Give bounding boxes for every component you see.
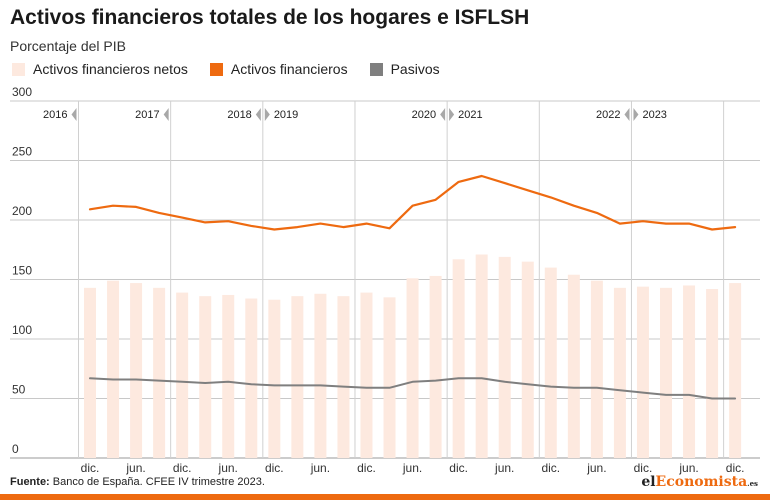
bar-net-assets [153, 287, 166, 458]
bar-net-assets [107, 280, 120, 458]
year-marker-label: 2018 [227, 109, 251, 121]
x-tick-label: dic. [357, 461, 376, 475]
bar-net-assets [498, 256, 511, 458]
legend-swatch-liabilities [369, 62, 383, 76]
bar-net-assets [683, 285, 696, 458]
y-tick-label: 50 [12, 383, 26, 397]
bar-net-assets [84, 287, 96, 458]
x-tick-label: dic. [81, 461, 100, 475]
bar-net-assets [706, 289, 719, 458]
year-marker-label: 2017 [135, 109, 159, 121]
y-tick-label: 0 [12, 442, 19, 456]
x-tick-label: dic. [449, 461, 468, 475]
year-marker-arrow [163, 108, 169, 121]
y-tick-label: 100 [12, 323, 32, 337]
bottom-accent-bar [0, 494, 770, 500]
year-marker-arrow [633, 108, 639, 121]
legend-item-liabilities: Pasivos [369, 61, 440, 77]
y-tick-label: 200 [12, 204, 32, 218]
year-marker-label: 2016 [43, 109, 67, 121]
bar-net-assets [314, 293, 327, 458]
x-tick-label: jun. [494, 461, 514, 475]
bar-net-assets [613, 287, 626, 458]
x-tick-label: dic. [541, 461, 560, 475]
year-marker-arrow [440, 108, 446, 121]
x-tick-label: jun. [310, 461, 330, 475]
year-marker-arrow [71, 108, 77, 121]
source-note: Fuente: Banco de España. CFEE IV trimest… [10, 476, 265, 488]
year-marker-label: 2020 [412, 109, 436, 121]
bar-net-assets [475, 254, 488, 458]
x-tick-label: jun. [678, 461, 698, 475]
year-marker-arrow [624, 108, 630, 121]
bar-net-assets [544, 267, 557, 458]
legend: Activos financieros netos Activos financ… [12, 61, 462, 77]
bar-net-assets [176, 292, 189, 458]
legend-swatch-net-assets [12, 62, 25, 76]
logo-part-economista: Economista [655, 474, 748, 490]
bar-net-assets [452, 259, 465, 458]
legend-swatch-financial-assets [209, 62, 223, 76]
bar-net-assets [406, 278, 419, 458]
bar-net-assets [222, 294, 235, 458]
bar-net-assets [268, 299, 281, 458]
legend-item-net-assets: Activos financieros netos [12, 61, 188, 77]
chart-title: Activos financieros totales de los hogar… [10, 6, 530, 29]
x-tick-label: jun. [218, 461, 238, 475]
logo-part-el: el [641, 474, 656, 490]
bar-net-assets [729, 283, 742, 458]
year-marker-arrow [264, 108, 270, 121]
y-tick-label: 300 [12, 85, 32, 99]
x-tick-label: dic. [726, 461, 745, 475]
bar-net-assets [590, 280, 603, 458]
legend-label-financial-assets: Activos financieros [230, 61, 348, 77]
x-tick-label: dic. [173, 461, 192, 475]
x-tick-label: dic. [634, 461, 653, 475]
year-marker-label: 2023 [642, 109, 666, 121]
year-marker-arrow [449, 108, 455, 121]
legend-item-financial-assets: Activos financieros [209, 61, 348, 77]
line-liabilities [89, 377, 737, 400]
bar-net-assets [636, 286, 649, 458]
bar-net-assets [429, 275, 442, 458]
bar-net-assets [521, 261, 534, 458]
bar-net-assets [245, 298, 258, 458]
line-financial-assets [88, 174, 737, 231]
bar-net-assets [291, 296, 304, 458]
year-marker-label: 2022 [596, 109, 620, 121]
logo-part-tld: .es [747, 479, 758, 488]
legend-label-liabilities: Pasivos [390, 61, 440, 77]
y-tick-label: 150 [12, 264, 32, 278]
bar-net-assets [360, 292, 373, 458]
bar-net-assets [383, 297, 396, 458]
brand-logo: elEconomista.es [641, 474, 758, 490]
x-tick-label: jun. [402, 461, 422, 475]
source-label: Fuente: [10, 476, 50, 488]
x-tick-label: dic. [265, 461, 284, 475]
y-tick-label: 250 [12, 145, 32, 159]
x-tick-label: jun. [586, 461, 606, 475]
x-tick-label: jun. [125, 461, 145, 475]
bar-net-assets [567, 274, 580, 458]
bar-net-assets [199, 296, 212, 458]
legend-label-net-assets: Activos financieros netos [33, 61, 188, 77]
chart-subtitle: Porcentaje del PIB [10, 38, 126, 54]
year-marker-label: 2021 [458, 109, 482, 121]
source-text: Banco de España. CFEE IV trimestre 2023. [52, 476, 265, 488]
bar-net-assets [337, 296, 350, 458]
bar-net-assets [130, 283, 143, 458]
year-marker-arrow [255, 108, 261, 121]
bar-net-assets [660, 287, 672, 458]
year-marker-label: 2019 [274, 109, 298, 121]
